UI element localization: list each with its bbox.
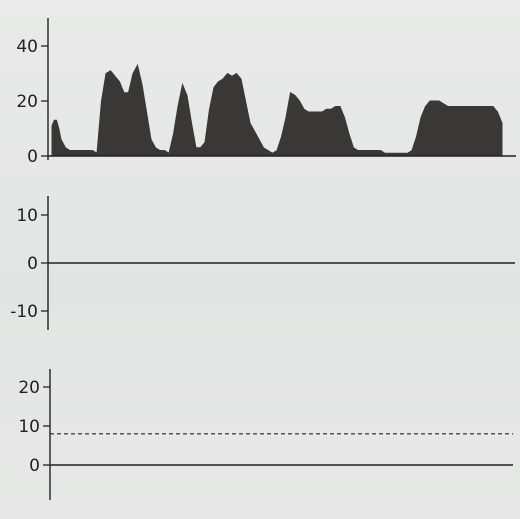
panel-top: 0 20 40	[16, 18, 516, 167]
y-tick-label: 0	[27, 147, 38, 167]
y-tick-label: 40	[16, 37, 38, 57]
y-tick-label: 10	[16, 206, 38, 226]
top-y-ticks: 0 20 40	[16, 37, 48, 167]
panel-middle: -10 0 10	[10, 196, 515, 330]
top-area-series	[51, 63, 503, 157]
panel-bottom: 0 10 20	[18, 369, 513, 500]
bottom-y-ticks: 0 10 20	[18, 378, 50, 476]
y-tick-label: 10	[18, 417, 40, 437]
y-tick-label: 20	[16, 92, 38, 112]
y-tick-label: 0	[29, 456, 40, 476]
y-tick-label: 0	[27, 254, 38, 274]
y-tick-label: -10	[10, 302, 38, 322]
middle-y-ticks: -10 0 10	[10, 206, 48, 322]
y-tick-label: 20	[18, 378, 40, 398]
